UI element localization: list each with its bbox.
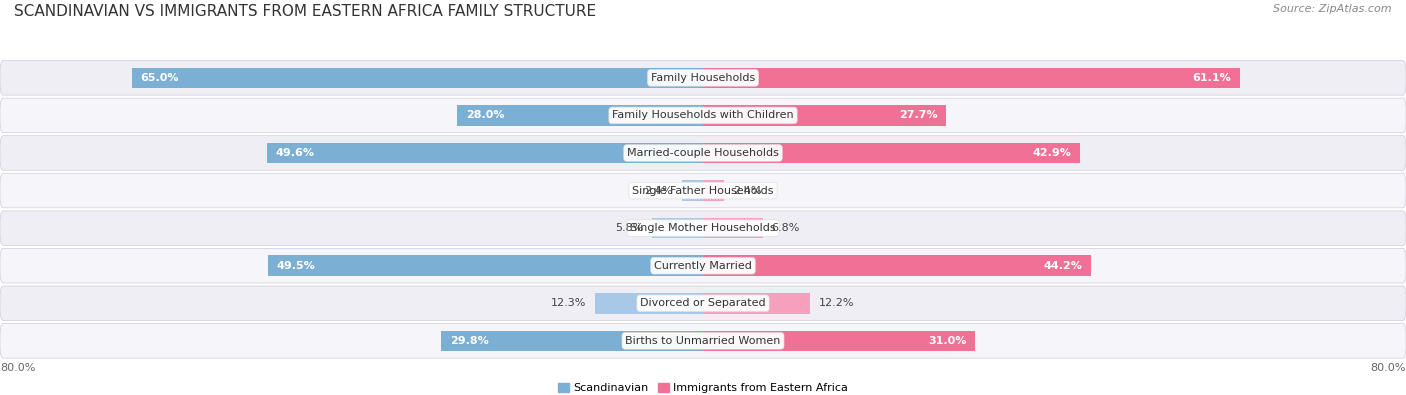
Text: Currently Married: Currently Married [654,261,752,271]
Text: 49.5%: 49.5% [277,261,315,271]
Text: 80.0%: 80.0% [0,363,35,372]
Bar [703,105,946,126]
Text: Single Mother Households: Single Mother Households [630,223,776,233]
FancyBboxPatch shape [0,286,1406,321]
Text: Divorced or Separated: Divorced or Separated [640,298,766,308]
Bar [441,331,703,351]
Text: 29.8%: 29.8% [450,336,489,346]
Bar [703,256,1091,276]
Text: 5.8%: 5.8% [614,223,644,233]
FancyBboxPatch shape [0,60,1406,95]
Bar [703,180,724,201]
Bar [703,218,762,239]
Text: 27.7%: 27.7% [898,111,938,120]
Text: 44.2%: 44.2% [1043,261,1083,271]
FancyBboxPatch shape [0,173,1406,208]
Text: 2.4%: 2.4% [733,186,762,196]
Text: 42.9%: 42.9% [1032,148,1071,158]
Bar [703,68,1240,88]
Bar [703,143,1080,163]
Bar [703,331,976,351]
Text: 6.8%: 6.8% [772,223,800,233]
FancyBboxPatch shape [0,136,1406,170]
FancyBboxPatch shape [0,211,1406,245]
FancyBboxPatch shape [0,98,1406,133]
Bar [269,256,703,276]
Text: 31.0%: 31.0% [928,336,967,346]
Text: 49.6%: 49.6% [276,148,315,158]
Text: 12.3%: 12.3% [551,298,586,308]
Text: Family Households with Children: Family Households with Children [612,111,794,120]
Text: 28.0%: 28.0% [465,111,505,120]
Text: Single Father Households: Single Father Households [633,186,773,196]
Legend: Scandinavian, Immigrants from Eastern Africa: Scandinavian, Immigrants from Eastern Af… [554,379,852,395]
Text: 12.2%: 12.2% [818,298,855,308]
FancyBboxPatch shape [0,324,1406,358]
Bar [595,293,703,314]
Bar [652,218,703,239]
Text: 80.0%: 80.0% [1371,363,1406,372]
Text: Family Households: Family Households [651,73,755,83]
FancyBboxPatch shape [0,248,1406,283]
Text: Married-couple Households: Married-couple Households [627,148,779,158]
Text: 2.4%: 2.4% [644,186,673,196]
Bar [457,105,703,126]
Text: Births to Unmarried Women: Births to Unmarried Women [626,336,780,346]
Text: 61.1%: 61.1% [1192,73,1232,83]
Bar [682,180,703,201]
Text: 65.0%: 65.0% [141,73,179,83]
Text: Source: ZipAtlas.com: Source: ZipAtlas.com [1274,4,1392,14]
Bar [132,68,703,88]
Text: SCANDINAVIAN VS IMMIGRANTS FROM EASTERN AFRICA FAMILY STRUCTURE: SCANDINAVIAN VS IMMIGRANTS FROM EASTERN … [14,4,596,19]
Bar [267,143,703,163]
Bar [703,293,810,314]
